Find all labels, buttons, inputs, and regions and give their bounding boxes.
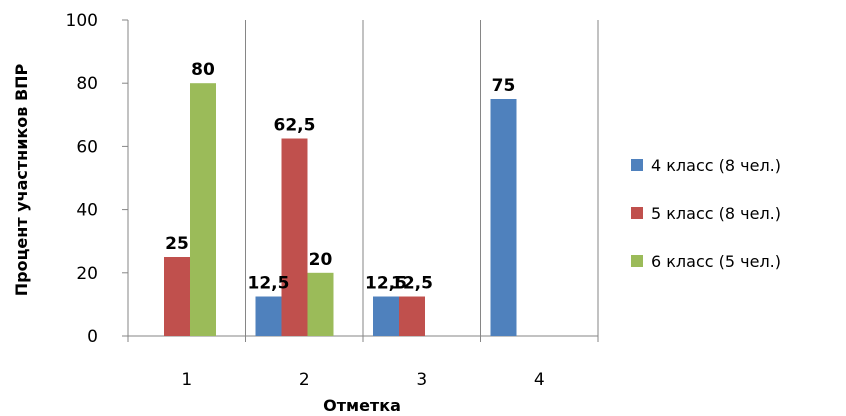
data-label: 80 (191, 60, 215, 80)
y-tick-label: 100 (66, 11, 98, 31)
legend-entry: 5 класс (8 чел.) (651, 204, 781, 223)
data-label: 12,5 (248, 274, 290, 294)
x-axis-title: Отметка (323, 396, 401, 415)
y-axis-title: Процент участников ВПР (12, 63, 31, 296)
data-label: 62,5 (274, 116, 316, 136)
bar (490, 99, 517, 336)
bar (255, 296, 282, 336)
bar (399, 296, 425, 336)
y-tick-label: 40 (76, 201, 98, 221)
x-tick-label: 2 (299, 370, 310, 390)
legend-entry: 4 класс (8 чел.) (651, 156, 781, 175)
legend-swatch (631, 255, 643, 267)
bars-group (164, 83, 517, 336)
data-label: 12,5 (365, 274, 407, 294)
y-tick-label: 80 (76, 74, 98, 94)
y-tick-label: 20 (76, 264, 98, 284)
bar (190, 83, 216, 336)
bar (281, 138, 308, 336)
y-axis-ticks: 0 20 40 60 80 100 (66, 11, 128, 347)
legend-swatch (631, 207, 643, 219)
y-tick-label: 0 (87, 327, 98, 347)
data-label: 75 (492, 76, 516, 96)
x-tick-label: 1 (181, 370, 192, 390)
bar (373, 296, 399, 336)
data-label: 12,5 (391, 274, 433, 294)
bar (164, 257, 190, 336)
legend-swatch (631, 159, 643, 171)
grid-lines (245, 20, 481, 342)
legend: 4 класс (8 чел.) 5 класс (8 чел.) 6 класс … (631, 156, 781, 271)
data-label: 25 (165, 234, 189, 254)
legend-entry: 6 класс (5 чел.) (651, 252, 781, 271)
y-tick-label: 60 (76, 137, 98, 157)
data-label: 20 (309, 250, 333, 270)
x-tick-label: 3 (416, 370, 427, 390)
bar (307, 272, 334, 336)
x-axis-ticks: 1 2 3 4 (181, 370, 544, 390)
x-tick-label: 4 (534, 370, 545, 390)
